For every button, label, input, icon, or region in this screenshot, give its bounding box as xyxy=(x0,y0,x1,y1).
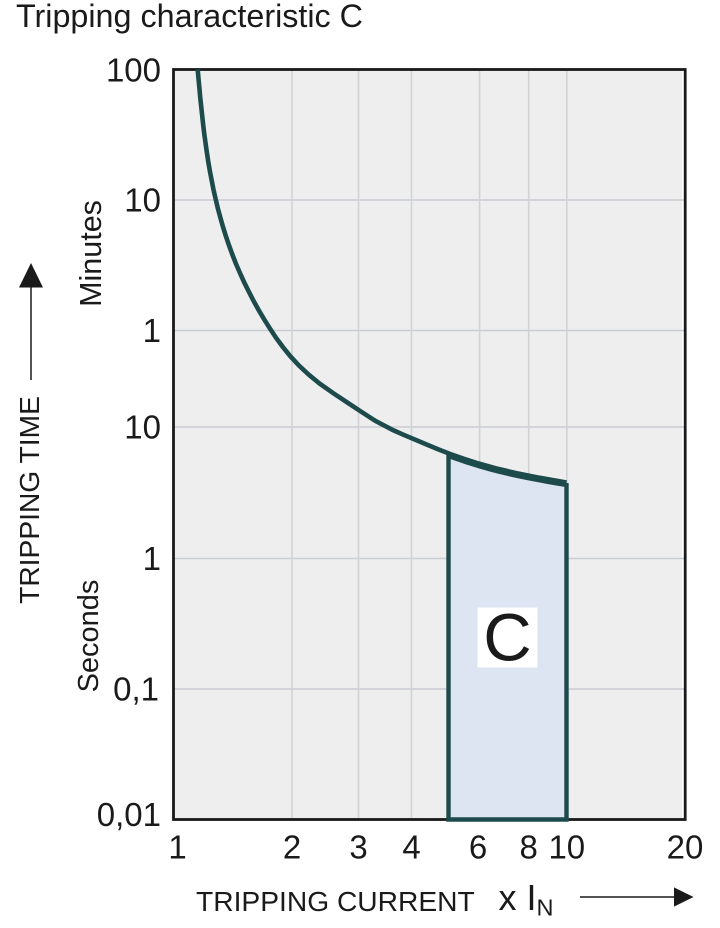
svg-text:Tripping characteristic C: Tripping characteristic C xyxy=(16,0,363,34)
svg-text:20: 20 xyxy=(667,829,704,866)
svg-text:10: 10 xyxy=(124,182,161,219)
svg-text:100: 100 xyxy=(106,52,161,89)
svg-text:6: 6 xyxy=(469,829,487,866)
svg-text:1: 1 xyxy=(168,829,186,866)
svg-text:C: C xyxy=(483,601,531,676)
svg-text:TRIPPING CURRENT: TRIPPING CURRENT xyxy=(196,885,475,917)
svg-text:3: 3 xyxy=(349,829,367,866)
svg-text:10: 10 xyxy=(548,829,585,866)
svg-text:1: 1 xyxy=(143,312,161,349)
svg-text:1: 1 xyxy=(143,540,161,577)
svg-text:Seconds: Seconds xyxy=(73,580,105,693)
svg-text:8: 8 xyxy=(520,829,538,866)
svg-text:x IN: x IN xyxy=(499,877,554,921)
svg-text:0,01: 0,01 xyxy=(97,796,161,833)
svg-text:4: 4 xyxy=(402,829,420,866)
svg-text:TRIPPING TIME: TRIPPING TIME xyxy=(13,396,45,604)
svg-text:Minutes: Minutes xyxy=(74,200,108,307)
svg-text:10: 10 xyxy=(124,409,161,446)
svg-text:2: 2 xyxy=(283,829,301,866)
svg-text:0,1: 0,1 xyxy=(113,671,159,708)
